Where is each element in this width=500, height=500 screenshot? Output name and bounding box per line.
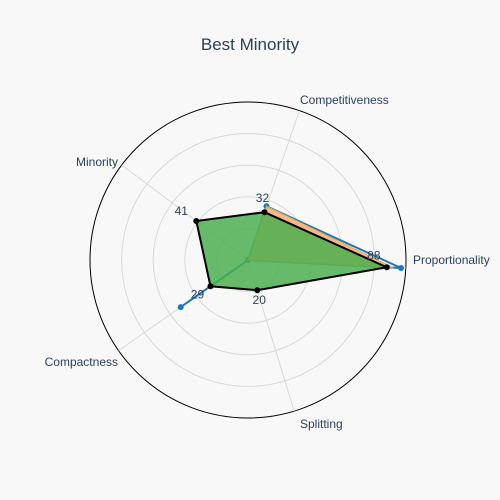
series-point — [398, 265, 405, 272]
axis-label-competitiveness: Competitiveness — [300, 93, 389, 107]
label-layer: Proportionality Competitiveness Minority Co… — [45, 93, 490, 431]
chart-title: Best Minority — [201, 35, 300, 54]
series-point — [383, 264, 390, 271]
series-point — [261, 209, 268, 216]
series-area — [195, 211, 391, 292]
axis-label-compactness: Compactness — [45, 355, 118, 369]
series-layer — [177, 203, 405, 311]
series-point — [254, 287, 261, 294]
data-label: 20 — [253, 293, 267, 307]
data-label: 29 — [191, 287, 205, 301]
data-label: 88 — [367, 248, 381, 262]
axis-label-splitting: Splitting — [300, 417, 343, 431]
data-label: 41 — [175, 204, 189, 218]
outer-ring — [89, 101, 407, 419]
axis-label-proportionality: Proportionality — [413, 253, 490, 267]
series-point — [177, 304, 184, 311]
data-label: 32 — [256, 191, 270, 205]
series-point — [207, 283, 214, 290]
axis-label-minority: Minority — [76, 155, 118, 169]
series-point — [193, 218, 200, 225]
